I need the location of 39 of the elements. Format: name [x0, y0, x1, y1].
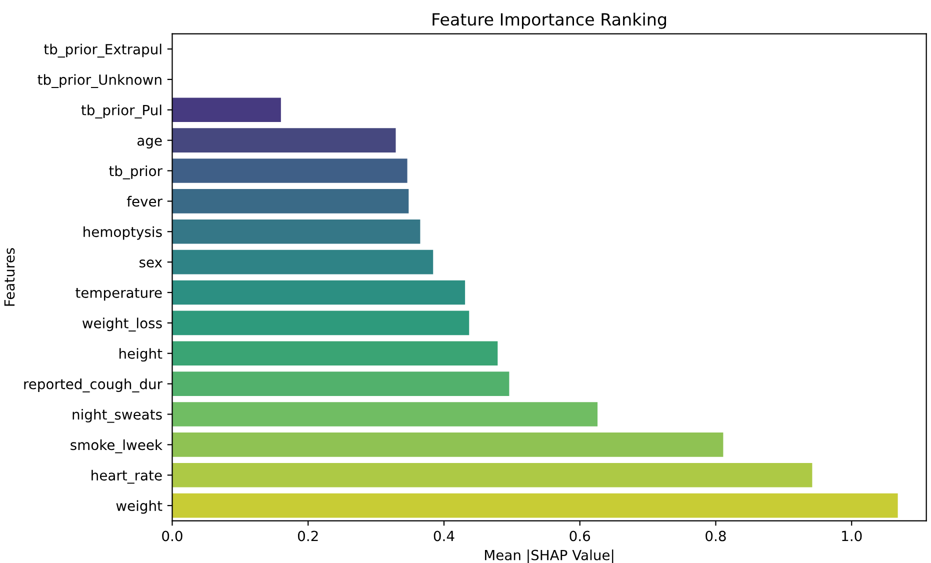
bar: [172, 493, 898, 518]
y-tick-label: tb_prior_Pul: [81, 104, 162, 118]
x-tick-label: 0.2: [298, 530, 318, 542]
bar: [172, 372, 510, 396]
bar: [172, 432, 724, 457]
y-tick-label: reported_cough_dur: [24, 378, 163, 392]
bar: [172, 128, 396, 152]
bar: [172, 158, 408, 183]
y-tick-label: temperature: [76, 288, 162, 301]
x-axis-title: Mean |SHAP Value|: [485, 549, 614, 563]
y-axis-title: Features: [4, 248, 15, 306]
x-tick-label: 1.0: [842, 530, 862, 542]
y-tick-label: hemoptysis: [84, 226, 162, 240]
bar: [172, 402, 598, 426]
y-tick-label: height: [120, 348, 162, 362]
y-tick-label: smoke_lweek: [70, 439, 162, 454]
y-tick-label: tb_prior: [109, 165, 163, 180]
bar: [172, 462, 812, 488]
x-tick-label: 0.0: [162, 530, 182, 542]
y-tick-label: tb_prior_Extrapul: [44, 44, 162, 58]
y-tick-label: fever: [126, 196, 163, 207]
y-tick-label: night_sweats: [72, 408, 162, 423]
x-tick-label: 0.8: [706, 530, 726, 542]
bar: [172, 189, 409, 214]
bar: [172, 98, 281, 122]
y-tick-label: weight_loss: [82, 318, 162, 332]
bar: [172, 219, 420, 244]
bar: [172, 250, 434, 274]
y-tick-label: heart_rate: [92, 470, 162, 484]
bar: [172, 280, 466, 305]
y-tick-label: tb_prior_Unknown: [38, 74, 162, 88]
bar: [172, 341, 498, 366]
y-tick-label: sex: [140, 260, 162, 268]
y-tick-label: weight: [116, 500, 162, 514]
x-tick-label: 0.6: [570, 530, 590, 542]
y-tick-label: age: [137, 138, 162, 148]
bar: [172, 310, 470, 336]
x-tick-label: 0.4: [434, 530, 454, 542]
chart-title: Feature Importance Ranking: [432, 12, 666, 29]
